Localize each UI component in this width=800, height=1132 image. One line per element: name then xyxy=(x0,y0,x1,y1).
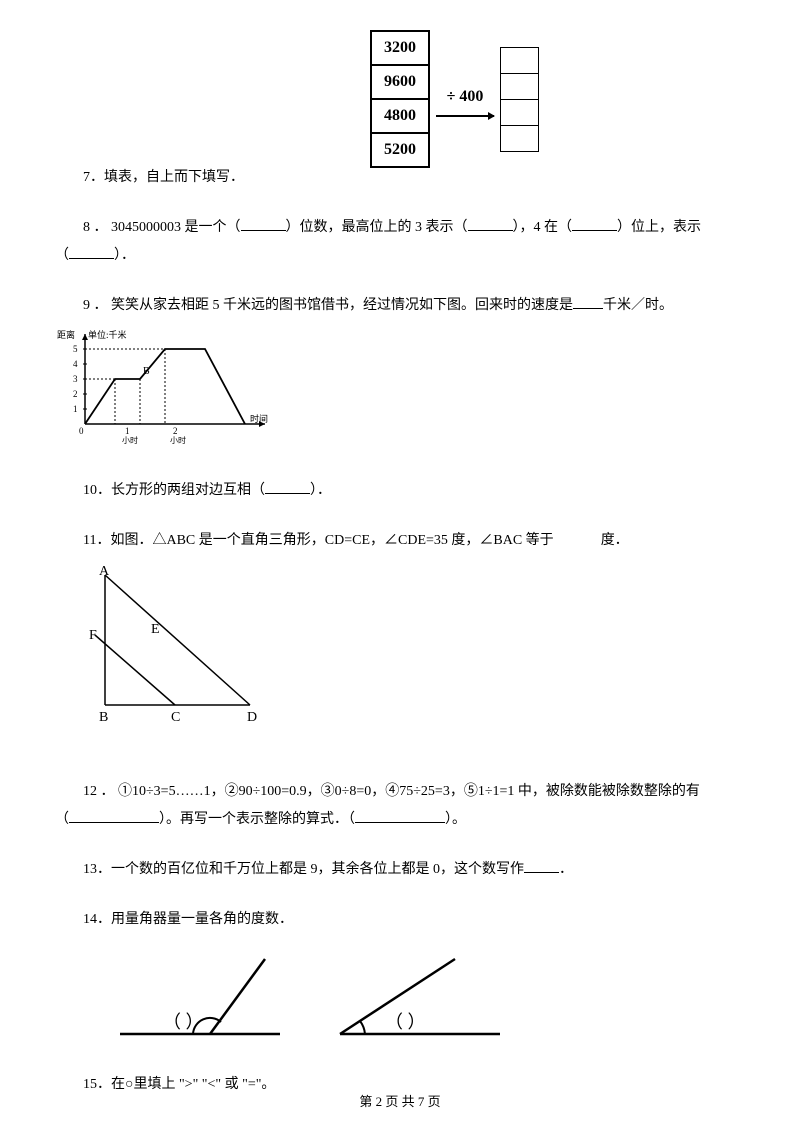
q7-blank-cell xyxy=(501,47,539,73)
q7-cell: 4800 xyxy=(371,99,429,133)
q10-text: ）． xyxy=(310,483,331,498)
q8-text: 8 ． 3045000003 是一个（ xyxy=(83,220,241,235)
q12-text: ）。 xyxy=(445,812,466,827)
fill-blank[interactable] xyxy=(524,859,559,873)
question-7-text: 7．填表，自上而下填写． xyxy=(55,164,745,192)
question-7: 3200 9600 4800 5200 ÷ 400 xyxy=(55,50,745,160)
q12-text: ）。再写一个表示整除的算式．（ xyxy=(159,812,355,827)
q13-text: 13．一个数的百亿位和千万位上都是 9，其余各位上都是 0，这个数写作 xyxy=(83,862,524,877)
svg-text:小时: 小时 xyxy=(122,435,138,444)
question-10: 10．长方形的两组对边互相（ ）． xyxy=(55,477,745,505)
svg-text:1: 1 xyxy=(125,426,130,436)
arrow-right-icon xyxy=(436,115,494,117)
q8-text: ）位上，表示 xyxy=(617,220,701,235)
fill-blank[interactable] xyxy=(355,809,445,823)
svg-text:时间: 时间 xyxy=(250,413,268,424)
q8-text: ）． xyxy=(114,248,135,263)
q14-text: 14．用量角器量一量各角的度数． xyxy=(83,912,293,927)
q9-text: 千米／时。 xyxy=(603,298,673,313)
q7-blank-cell xyxy=(501,125,539,151)
fill-blank[interactable] xyxy=(572,217,617,231)
q8-text: ）位数，最高位上的 3 表示（ xyxy=(286,220,468,235)
fill-blank[interactable] xyxy=(468,217,513,231)
svg-text:3: 3 xyxy=(73,374,78,384)
svg-text:A: A xyxy=(99,565,110,579)
q7-operator-arrow: ÷ 400 xyxy=(436,81,494,117)
svg-text:单位:千米: 单位:千米 xyxy=(88,329,127,340)
svg-text:2: 2 xyxy=(73,389,78,399)
svg-text:B: B xyxy=(143,366,150,377)
q7-cell: 3200 xyxy=(371,31,429,65)
q14-angles-row: （ ） （ ） xyxy=(115,954,745,1049)
question-11: 11．如图．△ABC 是一个直角三角形，CD=CE，∠CDE=35 度，∠BAC… xyxy=(55,527,745,756)
svg-text:4: 4 xyxy=(73,359,78,369)
svg-text:F: F xyxy=(89,628,97,643)
fill-blank[interactable] xyxy=(69,809,159,823)
q7-label: 7．填表，自上而下填写． xyxy=(83,170,244,185)
q11-text: 11．如图．△ABC 是一个直角三角形，CD=CE，∠CDE=35 度，∠BAC… xyxy=(83,533,554,548)
svg-text:1: 1 xyxy=(73,404,78,414)
page-number: 第 2 页 共 7 页 xyxy=(359,1094,440,1109)
fill-blank[interactable] xyxy=(241,217,286,231)
q9-text: 9 ． 笑笑从家去相距 5 千米远的图书馆借书，经过情况如下图。回来时的速度是 xyxy=(83,298,573,313)
question-8: 8 ． 3045000003 是一个（ ）位数，最高位上的 3 表示（ ），4 在（… xyxy=(55,214,745,270)
svg-text:5: 5 xyxy=(73,344,78,354)
q11-triangle-diagram: A F E B C D xyxy=(75,565,275,735)
q12-text: （ xyxy=(55,812,69,827)
svg-text:小时: 小时 xyxy=(170,435,186,444)
q7-operator: ÷ 400 xyxy=(447,81,484,113)
q7-left-table: 3200 9600 4800 5200 xyxy=(370,30,430,168)
q13-text: ． xyxy=(559,862,573,877)
q7-blank-cell xyxy=(501,73,539,99)
svg-text:（ ）: （ ） xyxy=(385,1012,426,1032)
question-14: 14．用量角器量一量各角的度数． （ ） （ ） xyxy=(55,906,745,1049)
q9-distance-chart: 1 2 3 4 5 B 1 小时 2 小时 距离 单位:千米 时间 0 xyxy=(55,324,285,444)
q7-cell: 5200 xyxy=(371,133,429,167)
fill-blank[interactable] xyxy=(573,295,603,309)
question-12: 12 ． ①10÷3=5……1，②90÷100=0.9，③0÷8=0，④75÷2… xyxy=(55,778,745,834)
question-13: 13．一个数的百亿位和千万位上都是 9，其余各位上都是 0，这个数写作 ． xyxy=(55,856,745,884)
svg-text:B: B xyxy=(99,710,108,725)
q8-text: ），4 在（ xyxy=(513,220,573,235)
q10-text: 10．长方形的两组对边互相（ xyxy=(83,483,265,498)
q7-table-diagram: 3200 9600 4800 5200 ÷ 400 xyxy=(370,30,539,168)
q12-text: 12 ． ①10÷3=5……1，②90÷100=0.9，③0÷8=0，④75÷2… xyxy=(83,784,700,799)
svg-text:E: E xyxy=(151,622,160,637)
q7-right-table xyxy=(500,47,539,152)
q14-angle-obtuse: （ ） xyxy=(115,954,285,1049)
svg-text:C: C xyxy=(171,710,180,725)
q15-text: 15．在○里填上 ">" "<" 或 "="。 xyxy=(83,1077,275,1092)
svg-text:D: D xyxy=(247,710,257,725)
svg-text:2: 2 xyxy=(173,426,178,436)
svg-text:0: 0 xyxy=(79,426,84,436)
fill-blank[interactable] xyxy=(69,245,114,259)
q11-text: 度． xyxy=(601,533,629,548)
fill-blank[interactable] xyxy=(265,480,310,494)
svg-text:（ ）: （ ） xyxy=(163,1012,204,1032)
q8-text: （ xyxy=(55,248,69,263)
svg-text:距离: 距离 xyxy=(57,329,75,340)
question-9: 9 ． 笑笑从家去相距 5 千米远的图书馆借书，经过情况如下图。回来时的速度是 千… xyxy=(55,292,745,455)
page-footer: 第 2 页 共 7 页 xyxy=(0,1091,800,1110)
q7-blank-cell xyxy=(501,99,539,125)
q7-cell: 9600 xyxy=(371,65,429,99)
fill-blank[interactable] xyxy=(557,530,597,544)
q14-angle-acute: （ ） xyxy=(325,954,505,1049)
